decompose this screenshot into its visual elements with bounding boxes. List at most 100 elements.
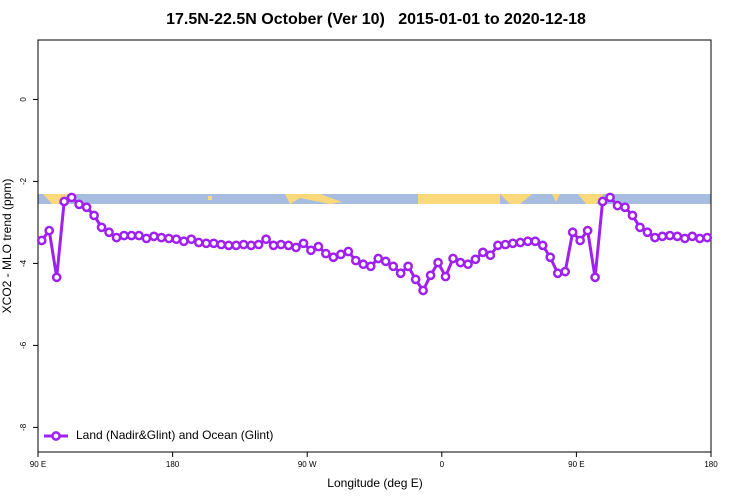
data-point (448, 253, 458, 264)
x-tick-label: 90 E (568, 460, 584, 469)
data-point (522, 236, 533, 247)
data-point (665, 230, 675, 241)
data-point (171, 234, 182, 245)
data-point (164, 233, 174, 244)
data-point (104, 227, 114, 238)
data-point (470, 254, 481, 265)
data-point (51, 272, 62, 283)
data-point (380, 256, 391, 267)
data-point (620, 202, 630, 213)
x-tick-label: 0 (440, 460, 445, 469)
data-point (149, 231, 159, 242)
data-point (657, 231, 668, 242)
data-point (96, 222, 107, 233)
y-tick-label: 0 (19, 97, 28, 102)
data-point (208, 238, 219, 249)
data-point (410, 274, 421, 285)
data-point (193, 237, 204, 248)
data-point (298, 238, 309, 249)
data-point (238, 239, 249, 250)
data-point (530, 236, 541, 247)
data-point (545, 252, 556, 263)
legend-marker (51, 431, 61, 441)
data-point (560, 266, 571, 277)
data-point (186, 234, 197, 245)
data-point (74, 199, 84, 210)
data-point (478, 247, 488, 258)
data-point (650, 232, 660, 243)
data-point (201, 238, 212, 249)
data-point (59, 196, 70, 207)
data-point (515, 237, 526, 248)
legend-label: Land (Nadir&Glint) and Ocean (Glint) (76, 428, 273, 442)
data-point (313, 241, 324, 252)
y-tick-label: -4 (19, 259, 28, 267)
data-point (268, 240, 279, 251)
data-point (635, 222, 645, 233)
data-point (627, 210, 638, 221)
x-axis-title: Longitude (deg E) (327, 476, 422, 490)
data-point (597, 196, 608, 207)
data-point (679, 233, 690, 244)
data-point (223, 240, 234, 251)
data-point (395, 268, 406, 279)
data-point (283, 240, 294, 251)
x-tick-label: 180 (704, 460, 718, 469)
data-point (507, 238, 518, 249)
data-point (44, 225, 55, 236)
data-point (336, 249, 346, 260)
data-point (552, 268, 563, 279)
data-point (567, 227, 578, 238)
data-point (455, 257, 466, 268)
data-point (672, 231, 683, 242)
data-point (463, 259, 473, 270)
data-point (440, 271, 451, 282)
data-point (373, 253, 384, 264)
data-point (612, 200, 623, 211)
chart-title: 17.5N-22.5N October (Ver 10) 2015-01-01 … (166, 11, 586, 28)
y-axis-title: XCO2 - MLO trend (ppm) (0, 179, 14, 314)
data-point (216, 239, 227, 250)
data-point (605, 192, 615, 203)
data-point (575, 235, 585, 246)
data-point (388, 261, 399, 272)
data-point (694, 233, 705, 244)
data-point (328, 252, 339, 263)
data-point (702, 232, 713, 243)
data-point (231, 240, 242, 251)
data-point (291, 242, 301, 253)
plot-frame (37, 39, 712, 453)
y-tick-label: -2 (19, 177, 28, 185)
y-tick-label: -8 (19, 423, 28, 431)
data-point (141, 233, 152, 244)
data-point (493, 240, 503, 251)
data-point (253, 239, 264, 250)
data-point (321, 248, 331, 259)
data-point (246, 240, 256, 251)
data-point (403, 261, 413, 272)
data-point (126, 230, 137, 241)
data-point (261, 234, 271, 245)
land-ocean-strip (38, 194, 711, 204)
data-point (134, 230, 144, 241)
data-point (687, 231, 698, 242)
data-point (81, 202, 92, 213)
data-point (178, 236, 189, 247)
data-point (425, 270, 436, 281)
data-point (350, 255, 361, 266)
data-point (89, 210, 99, 221)
data-point (358, 259, 369, 270)
data-point (485, 250, 496, 261)
series-line (40, 195, 708, 294)
x-tick-label: 90 E (30, 460, 46, 469)
data-point (36, 235, 47, 246)
data-point (111, 232, 122, 243)
data-point (642, 227, 653, 238)
data-point (590, 272, 600, 283)
data-point (365, 261, 376, 272)
x-tick-label: 90 W (298, 460, 317, 469)
data-point (306, 245, 316, 256)
data-point (119, 230, 129, 241)
data-point (433, 257, 443, 268)
